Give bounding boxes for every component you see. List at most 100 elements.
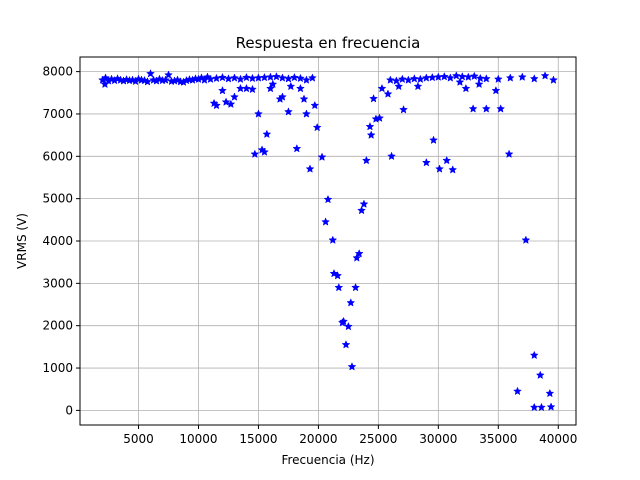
x-tick-label: 5000 — [123, 432, 154, 446]
data-point — [248, 84, 257, 94]
data-point — [226, 99, 236, 108]
data-point — [164, 70, 173, 79]
y-tick-label: 6000 — [42, 149, 73, 163]
x-axis-label: Frecuencia (Hz) — [281, 453, 374, 467]
data-point — [474, 79, 484, 89]
x-tick-label: 15000 — [239, 432, 277, 446]
data-point — [375, 113, 384, 122]
data-point — [504, 149, 514, 158]
data-point — [383, 89, 393, 98]
data-point — [242, 83, 251, 93]
data-point — [230, 92, 239, 101]
y-tick-label: 1000 — [42, 361, 73, 375]
y-tick-label: 7000 — [42, 107, 73, 121]
data-point — [481, 74, 491, 83]
data-point — [513, 386, 522, 396]
data-point — [292, 144, 302, 153]
data-point — [290, 72, 299, 82]
data-point — [278, 73, 287, 82]
data-point — [321, 217, 331, 226]
x-tick-label: 30000 — [419, 432, 457, 446]
data-point — [545, 388, 555, 398]
data-point — [529, 74, 539, 83]
data-point — [212, 100, 221, 110]
data-point — [517, 72, 527, 81]
data-point — [250, 149, 260, 158]
data-point — [549, 75, 558, 84]
data-point — [284, 74, 293, 83]
data-point — [366, 130, 376, 139]
data-point — [415, 74, 425, 83]
x-tick-label: 40000 — [539, 432, 577, 446]
y-tick-label: 3000 — [42, 276, 73, 290]
data-point — [357, 205, 366, 215]
data-point — [343, 321, 353, 331]
data-point — [391, 76, 401, 85]
y-tick-label: 2000 — [42, 319, 73, 333]
data-point — [346, 298, 356, 307]
data-point — [301, 75, 311, 84]
data-point — [242, 72, 251, 82]
data-point — [461, 83, 471, 93]
data-point — [365, 122, 375, 131]
data-point — [341, 340, 351, 349]
data-point — [218, 72, 227, 82]
data-point — [328, 235, 338, 244]
data-point — [529, 350, 539, 360]
data-point — [317, 152, 327, 161]
data-point — [475, 73, 485, 83]
data-point — [161, 75, 170, 84]
data-point — [429, 135, 438, 144]
data-point — [409, 74, 419, 83]
data-point — [535, 370, 545, 380]
data-point — [286, 81, 296, 91]
data-point — [266, 83, 275, 93]
data-point — [448, 165, 458, 174]
data-point — [262, 129, 272, 139]
data-point — [236, 74, 245, 83]
data-point — [352, 253, 362, 262]
x-tick-label: 10000 — [179, 432, 217, 446]
data-point — [284, 107, 293, 116]
data-point — [359, 199, 369, 208]
data-point — [301, 109, 311, 118]
data-point — [351, 282, 361, 292]
plot-frame — [79, 56, 577, 426]
data-point — [521, 235, 531, 244]
data-point — [377, 83, 387, 93]
y-tick-label: 5000 — [42, 192, 73, 206]
data-point — [546, 402, 556, 411]
data-point — [387, 151, 396, 161]
data-point — [361, 155, 371, 165]
data-point — [334, 282, 344, 292]
data-point — [347, 362, 357, 371]
data-point — [435, 164, 444, 173]
data-point — [146, 69, 155, 78]
data-point — [491, 86, 501, 95]
data-point — [481, 104, 491, 113]
y-tick-label: 4000 — [42, 234, 73, 248]
data-point — [505, 73, 515, 82]
data-point — [399, 105, 408, 114]
x-tick-label: 25000 — [359, 432, 397, 446]
data-point — [451, 71, 461, 80]
data-point — [540, 71, 550, 80]
data-point — [397, 74, 407, 83]
data-point — [493, 74, 503, 83]
data-point — [394, 81, 404, 91]
x-tick-label: 35000 — [479, 432, 517, 446]
data-point — [218, 86, 227, 95]
data-point — [469, 71, 479, 81]
data-point — [442, 155, 452, 165]
x-tick-label: 20000 — [299, 432, 337, 446]
data-point — [143, 77, 152, 86]
data-point — [295, 73, 305, 83]
data-point — [295, 83, 305, 93]
data-point — [305, 164, 315, 173]
data-point — [496, 104, 506, 113]
data-point — [339, 316, 349, 326]
data-point — [421, 158, 431, 167]
data-point — [268, 79, 278, 89]
data-point — [254, 109, 263, 118]
